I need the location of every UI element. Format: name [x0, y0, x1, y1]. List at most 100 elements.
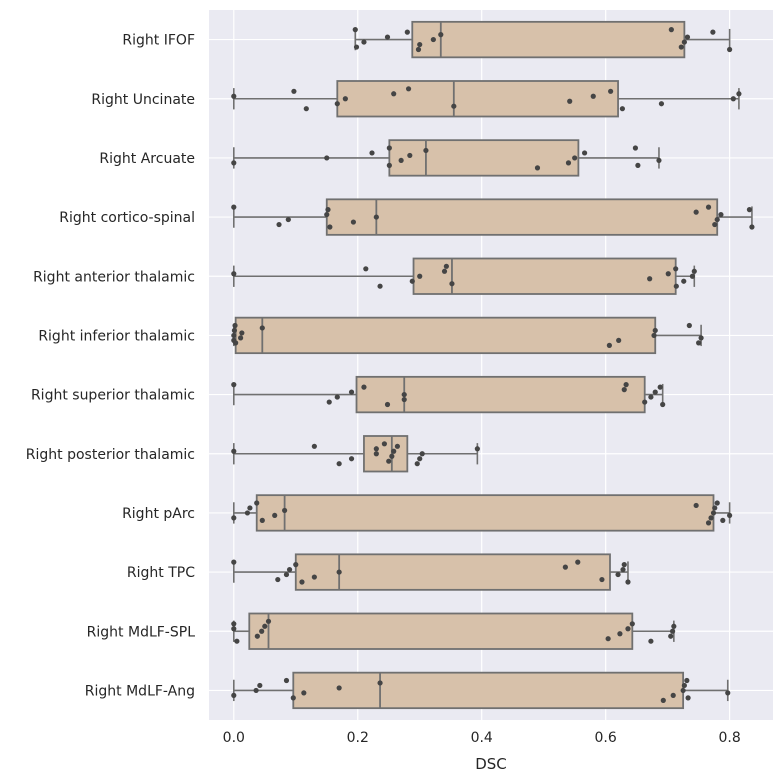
data-point — [749, 224, 755, 230]
data-point — [599, 576, 605, 583]
data-point — [730, 96, 736, 102]
data-point — [336, 569, 342, 575]
data-point — [686, 322, 692, 329]
box-plot — [232, 198, 753, 236]
data-point — [361, 384, 367, 390]
x-tick-label: 0.8 — [718, 730, 740, 746]
data-point — [673, 283, 679, 289]
y-tick-label: Right superior thalamic — [31, 388, 195, 404]
data-point — [327, 224, 333, 230]
data-point — [668, 27, 674, 33]
data-point — [231, 327, 238, 334]
data-point — [417, 41, 423, 48]
data-point — [438, 32, 444, 38]
data-point — [621, 387, 627, 393]
data-point — [276, 221, 282, 228]
box-plot — [232, 80, 740, 118]
data-point — [629, 621, 635, 627]
box-plot — [232, 257, 696, 295]
data-point — [727, 46, 733, 53]
data-point — [678, 44, 684, 50]
data-point — [665, 271, 671, 277]
data-point — [324, 155, 330, 161]
data-point — [572, 155, 578, 161]
data-point — [681, 682, 687, 689]
data-point — [377, 283, 383, 289]
data-point — [623, 382, 629, 388]
box-plot — [232, 612, 675, 650]
data-point — [262, 623, 268, 629]
data-point — [625, 626, 631, 632]
data-point — [621, 562, 627, 568]
data-point — [405, 86, 412, 92]
data-point — [615, 571, 621, 578]
box — [363, 435, 409, 473]
data-point — [326, 399, 332, 405]
data-point — [231, 382, 237, 388]
boxes-layer — [232, 20, 753, 710]
box-plot — [232, 316, 702, 355]
data-point — [253, 687, 259, 694]
data-point — [656, 157, 662, 164]
data-point — [381, 441, 387, 447]
data-point — [404, 29, 410, 35]
data-point — [423, 147, 429, 154]
data-point — [727, 512, 733, 519]
data-point — [231, 559, 237, 565]
data-point — [231, 271, 237, 277]
data-point — [275, 576, 281, 583]
data-point — [336, 461, 342, 467]
data-point — [443, 263, 449, 269]
data-point — [696, 340, 702, 346]
y-tick-labels: Right IFOF Right Uncinate Right Arcuate Rig… — [26, 33, 195, 700]
data-point — [606, 342, 612, 348]
data-point — [684, 677, 690, 684]
data-point — [232, 322, 238, 329]
data-point — [409, 278, 415, 284]
data-point — [616, 337, 622, 343]
data-point — [619, 106, 625, 112]
x-tick-label: 0.0 — [223, 730, 245, 746]
data-point — [348, 389, 355, 395]
y-tick-label: Right posterior thalamic — [26, 447, 195, 463]
data-point — [605, 636, 611, 642]
data-point — [698, 335, 704, 341]
data-point — [534, 165, 541, 171]
data-point — [451, 103, 457, 109]
data-point — [693, 502, 699, 509]
data-point — [651, 332, 657, 339]
data-point — [673, 266, 679, 272]
data-point — [265, 618, 272, 624]
y-tick-label: Right Arcuate — [99, 151, 195, 167]
y-tick-label: Right MdLF-SPL — [87, 624, 196, 640]
data-point — [231, 515, 237, 521]
data-point — [430, 36, 436, 43]
data-point — [401, 396, 407, 403]
data-point — [377, 680, 383, 686]
data-point — [286, 566, 293, 573]
y-tick-label: Right anterior thalamic — [33, 269, 195, 285]
data-point — [680, 687, 686, 694]
data-point — [350, 219, 357, 225]
data-point — [581, 150, 588, 156]
data-point — [285, 216, 291, 223]
data-point — [391, 91, 397, 97]
data-point — [419, 451, 425, 457]
data-point — [363, 266, 369, 272]
data-point — [712, 505, 718, 511]
data-point — [254, 633, 260, 639]
data-point — [693, 209, 699, 215]
data-point — [712, 221, 718, 228]
data-point — [386, 458, 392, 464]
y-tick-label: Right pArc — [122, 506, 195, 522]
data-point — [668, 633, 674, 639]
data-point — [391, 448, 397, 454]
data-point — [334, 101, 340, 107]
data-point — [632, 145, 639, 151]
box-plot — [232, 494, 731, 532]
box — [411, 20, 686, 59]
data-point — [361, 39, 367, 45]
data-point — [231, 626, 237, 632]
data-point — [648, 638, 654, 644]
